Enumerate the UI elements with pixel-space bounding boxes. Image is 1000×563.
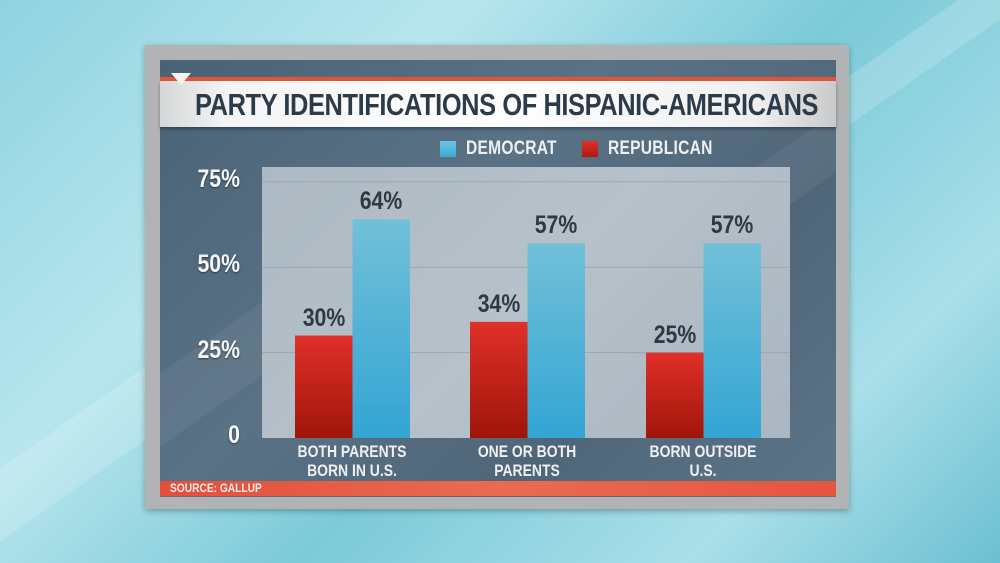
bar-democrat [527,243,585,438]
category-label-line: ONE OR BOTH PARENTS [477,442,577,480]
accent-line [160,77,836,81]
legend-item-democrat: DEMOCRAT [440,138,577,159]
y-tick-label: 75% [197,164,240,193]
bar-republican [646,352,704,438]
category-label-line: BOTH PARENTS [297,442,407,461]
legend-label-democrat: DEMOCRAT [466,138,557,159]
bar-democrat [352,219,410,438]
y-tick-label: 50% [197,250,240,279]
data-label: 34% [477,289,521,318]
category-label: BORN OUTSIDE U.S. [621,442,785,480]
source-label: SOURCE: GALLUP [170,481,262,495]
data-label: 57% [710,211,754,240]
legend-item-republican: REPUBLICAN [582,138,736,159]
y-tick-label: 0 [228,421,240,449]
source-bar [160,481,836,496]
bar-republican [470,321,528,438]
y-tick-label: 25% [197,335,240,364]
category-label-line: BORN OUTSIDE [649,442,757,461]
data-label: 64% [359,187,403,216]
category-label-line: BORN IN U.S. [307,461,397,480]
data-label: 25% [653,320,697,349]
legend-swatch-democrat [440,141,456,157]
data-label: 30% [302,303,346,332]
triangle-marker-icon [171,73,191,85]
legend-swatch-republican [582,141,598,157]
category-label: BOTH PARENTS BORN IN U.S. [270,442,434,480]
data-label: 57% [534,211,578,240]
category-label-line: U.S. [689,461,717,480]
legend-label-republican: REPUBLICAN [608,138,713,159]
bar-democrat [703,243,761,438]
bar-republican [295,335,353,438]
title-banner [160,81,836,127]
